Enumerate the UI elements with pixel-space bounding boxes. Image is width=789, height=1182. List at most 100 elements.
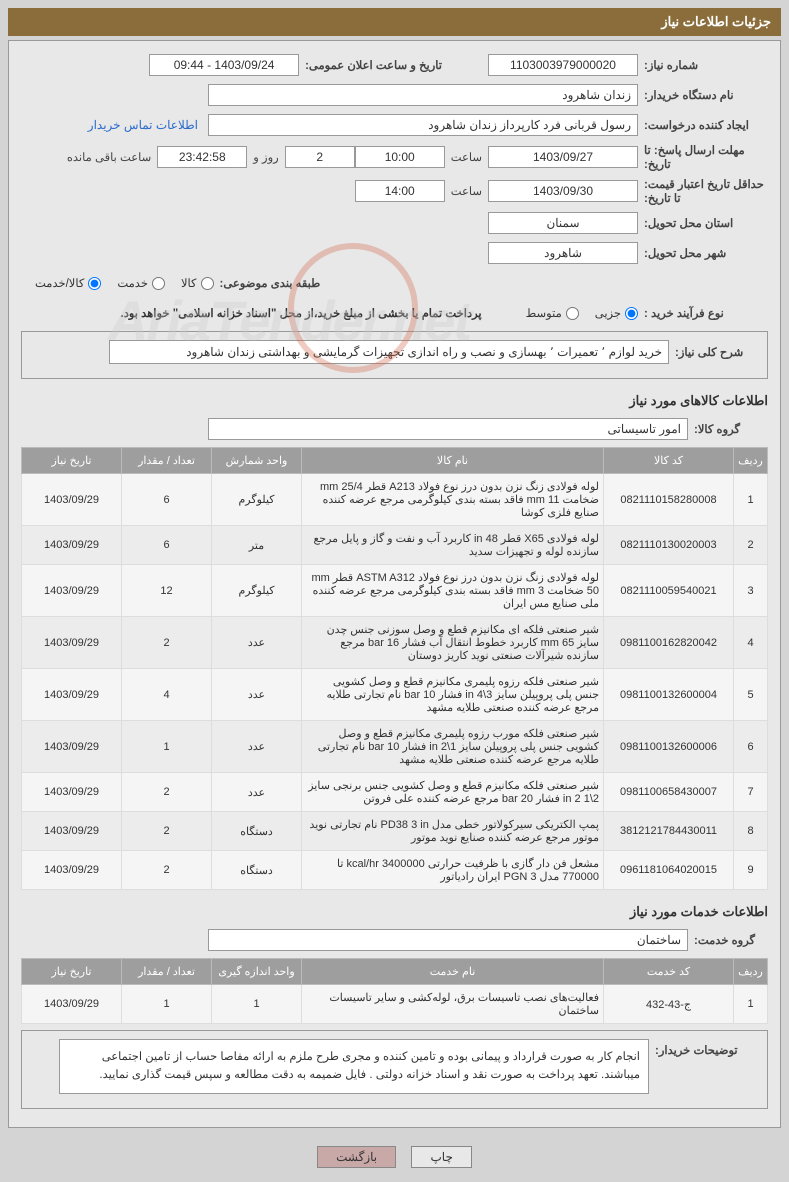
header-title: جزئیات اطلاعات نیاز xyxy=(661,14,771,29)
category-radio-1[interactable] xyxy=(152,277,165,290)
process-radio-label-0: جزیی xyxy=(595,306,621,320)
form-label-4: حداقل تاریخ اعتبار قیمت: تا تاریخ: xyxy=(638,177,768,205)
goods-cell-8-i: 9 xyxy=(734,851,768,890)
form-inline-3-1: ساعت xyxy=(445,150,488,164)
services-th-3: واحد اندازه گیری xyxy=(212,959,302,985)
goods-cell-6-name: شیر صنعتی فلکه مکانیزم قطع و وصل کشویی ج… xyxy=(302,773,604,812)
services-cell-0-date: 1403/09/29 xyxy=(22,985,122,1024)
goods-title: اطلاعات کالاهای مورد نیاز xyxy=(21,393,768,409)
services-cell-0-i: 1 xyxy=(734,985,768,1024)
goods-cell-5-qty: 1 xyxy=(122,721,212,773)
goods-cell-4-code: 0981100132600004 xyxy=(604,669,734,721)
goods-cell-4-qty: 4 xyxy=(122,669,212,721)
form-row-4: حداقل تاریخ اعتبار قیمت: تا تاریخ:1403/0… xyxy=(21,177,768,205)
goods-cell-8-unit: دستگاه xyxy=(212,851,302,890)
label-category: طبقه بندی موضوعی: xyxy=(214,276,344,290)
goods-cell-4-name: شیر صنعتی فلکه رزوه پلیمری مکانیزم قطع و… xyxy=(302,669,604,721)
goods-cell-6-date: 1403/09/29 xyxy=(22,773,122,812)
services-cell-0-code: ج-43-432 xyxy=(604,985,734,1024)
category-radio-label-0: کالا xyxy=(181,276,197,290)
form-label-5: استان محل تحویل: xyxy=(638,216,768,230)
goods-cell-2-unit: کیلوگرم xyxy=(212,565,302,617)
form-inline-4-1: ساعت xyxy=(445,184,488,198)
goods-cell-5-name: شیر صنعتی فلکه مورب رزوه پلیمری مکانیزم … xyxy=(302,721,604,773)
goods-table: ردیفکد کالانام کالاواحد شمارشتعداد / مقد… xyxy=(21,447,768,890)
goods-cell-8-qty: 2 xyxy=(122,851,212,890)
goods-cell-1-date: 1403/09/29 xyxy=(22,526,122,565)
buyer-notes-label: توضیحات خریدار: xyxy=(649,1039,759,1057)
form-field-1-0: زندان شاهرود xyxy=(208,84,638,106)
goods-row-1: 20821110130020003لوله فولادی X65 قطر in … xyxy=(22,526,768,565)
goods-cell-5-date: 1403/09/29 xyxy=(22,721,122,773)
services-group-field: ساختمان xyxy=(208,929,688,951)
process-radios: جزیی متوسط xyxy=(512,306,638,320)
goods-row-0: 10821110158280008لوله فولادی زنگ نزن بدو… xyxy=(22,474,768,526)
form-inline-3-4: روز و xyxy=(247,150,284,164)
services-row-0: 1ج-43-432فعالیت‌های نصب تاسیسات برق، لول… xyxy=(22,985,768,1024)
goods-cell-3-date: 1403/09/29 xyxy=(22,617,122,669)
goods-cell-6-i: 7 xyxy=(734,773,768,812)
field-overall: خرید لوازم ٬ تعمیرات ٬ بهسازی و نصب و را… xyxy=(109,340,669,364)
services-cell-0-name: فعالیت‌های نصب تاسیسات برق، لوله‌کشی و س… xyxy=(302,985,604,1024)
goods-cell-2-name: لوله فولادی زنگ نزن بدون درز نوع فولاد A… xyxy=(302,565,604,617)
services-th-5: تاریخ نیاز xyxy=(22,959,122,985)
goods-row-5: 60981100132600006شیر صنعتی فلکه مورب رزو… xyxy=(22,721,768,773)
goods-cell-4-date: 1403/09/29 xyxy=(22,669,122,721)
form-row-5: استان محل تحویل:سمنان xyxy=(21,211,768,235)
form-label-1: نام دستگاه خریدار: xyxy=(638,88,768,102)
goods-cell-8-name: مشعل فن دار گازی با ظرفیت حرارتی kcal/hr… xyxy=(302,851,604,890)
goods-cell-0-date: 1403/09/29 xyxy=(22,474,122,526)
row-process: نوع فرآیند خرید : جزیی متوسط پرداخت تمام … xyxy=(21,301,768,325)
goods-cell-8-date: 1403/09/29 xyxy=(22,851,122,890)
label-process: نوع فرآیند خرید : xyxy=(638,306,768,320)
goods-cell-2-date: 1403/09/29 xyxy=(22,565,122,617)
process-radio-label-1: متوسط xyxy=(526,306,562,320)
services-group-label: گروه خدمت: xyxy=(688,933,768,947)
form-field-6-0: شاهرود xyxy=(488,242,638,264)
goods-cell-0-qty: 6 xyxy=(122,474,212,526)
services-th-0: ردیف xyxy=(734,959,768,985)
goods-cell-3-i: 4 xyxy=(734,617,768,669)
form-field-3-5: 23:42:58 xyxy=(157,146,247,168)
goods-cell-3-qty: 2 xyxy=(122,617,212,669)
form-row-6: شهر محل تحویل:شاهرود xyxy=(21,241,768,265)
goods-th-0: ردیف xyxy=(734,448,768,474)
buyer-notes-box: توضیحات خریدار: انجام کار به صورت قراردا… xyxy=(21,1030,768,1109)
process-radio-1[interactable] xyxy=(566,307,579,320)
header-bar: جزئیات اطلاعات نیاز xyxy=(8,8,781,36)
goods-group-field: امور تاسیساتی xyxy=(208,418,688,440)
category-radio-2[interactable] xyxy=(88,277,101,290)
goods-row-4: 50981100132600004شیر صنعتی فلکه رزوه پلی… xyxy=(22,669,768,721)
goods-th-4: تعداد / مقدار xyxy=(122,448,212,474)
goods-cell-4-i: 5 xyxy=(734,669,768,721)
services-title: اطلاعات خدمات مورد نیاز xyxy=(21,904,768,920)
form-field-4-2: 14:00 xyxy=(355,180,445,202)
goods-cell-7-date: 1403/09/29 xyxy=(22,812,122,851)
form-row-3: مهلت ارسال پاسخ: تا تاریخ:1403/09/27ساعت… xyxy=(21,143,768,171)
back-button[interactable]: بازگشت xyxy=(317,1146,396,1168)
services-th-2: نام خدمت xyxy=(302,959,604,985)
services-cell-0-qty: 1 xyxy=(122,985,212,1024)
services-table: ردیفکد خدمتنام خدمتواحد اندازه گیریتعداد… xyxy=(21,958,768,1024)
goods-cell-8-code: 0961181064020015 xyxy=(604,851,734,890)
goods-group-label: گروه کالا: xyxy=(688,422,768,436)
goods-row-2: 30821110059540021لوله فولادی زنگ نزن بدو… xyxy=(22,565,768,617)
print-button[interactable]: چاپ xyxy=(411,1146,471,1168)
category-radio-0[interactable] xyxy=(201,277,214,290)
overall-box: شرح کلی نیاز: خرید لوازم ٬ تعمیرات ٬ بهس… xyxy=(21,331,768,379)
goods-cell-0-i: 1 xyxy=(734,474,768,526)
goods-cell-7-qty: 2 xyxy=(122,812,212,851)
goods-cell-3-name: شیر صنعتی فلکه ای مکانیزم قطع و وصل سوزن… xyxy=(302,617,604,669)
services-th-1: کد خدمت xyxy=(604,959,734,985)
goods-cell-7-i: 8 xyxy=(734,812,768,851)
goods-cell-1-unit: متر xyxy=(212,526,302,565)
process-note: پرداخت تمام یا بخشی از مبلغ خرید،از محل … xyxy=(121,302,482,324)
goods-cell-3-unit: عدد xyxy=(212,617,302,669)
label-overall: شرح کلی نیاز: xyxy=(669,345,759,359)
goods-cell-3-code: 0981100162820042 xyxy=(604,617,734,669)
goods-cell-1-name: لوله فولادی X65 قطر in 48 کاربرد آب و نف… xyxy=(302,526,604,565)
contact-link[interactable]: اطلاعات تماس خریدار xyxy=(88,118,198,132)
services-cell-0-unit: 1 xyxy=(212,985,302,1024)
row-category: طبقه بندی موضوعی: کالاخدمتکالا/خدمت xyxy=(21,271,768,295)
process-radio-0[interactable] xyxy=(625,307,638,320)
